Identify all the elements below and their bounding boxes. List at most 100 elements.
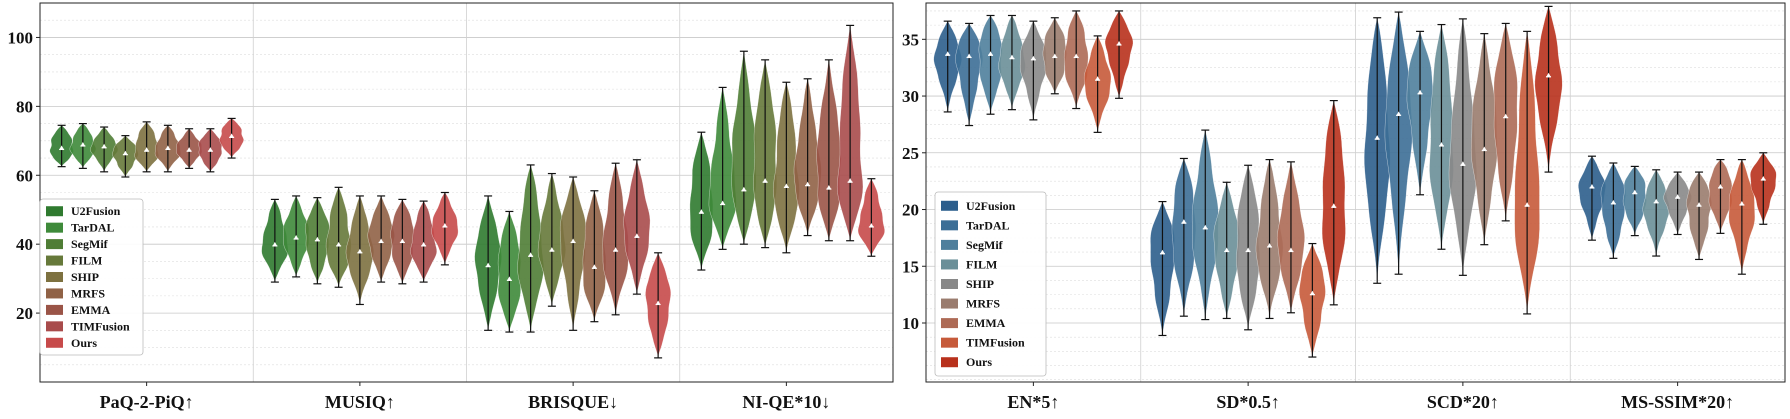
legend-frame bbox=[39, 198, 144, 356]
violin-paq-2-piq-ship bbox=[134, 121, 159, 173]
x-category-label: BRISQUE↓ bbox=[528, 392, 618, 412]
chart-panel-statistical-metrics: 10 15 20 25 30 35 EN*5↑ SD*0.5↑ SCD*20↑ MS-SSIM*2… bbox=[902, 2, 1786, 412]
violin-mean-marker bbox=[1653, 198, 1659, 204]
violin-mean-marker bbox=[1438, 141, 1444, 147]
violin-mean-marker bbox=[314, 236, 320, 242]
violin-ni-qe-10-ours bbox=[857, 178, 885, 257]
y-tick-label: 15 bbox=[902, 257, 919, 276]
violin-mean-marker bbox=[570, 238, 576, 243]
violin-mean-marker bbox=[549, 247, 555, 252]
violin-mean-marker bbox=[1374, 135, 1380, 140]
violin-mean-marker bbox=[1331, 203, 1337, 208]
legend: U2Fusion TarDAL SegMif FILM SHIP MRFS EMMA TIMF… bbox=[934, 191, 1047, 377]
legend-label-segmif: SegMif bbox=[966, 238, 1004, 252]
violin-mean-marker bbox=[506, 276, 512, 281]
violin-brisque-ours bbox=[645, 252, 672, 359]
legend-swatch-tardal bbox=[46, 222, 63, 233]
violin-en-5-ours bbox=[1104, 10, 1134, 99]
violin-sd-0-5-film bbox=[1213, 181, 1240, 320]
violin-mean-marker bbox=[868, 222, 874, 228]
violin-en-5-film bbox=[998, 14, 1026, 111]
violin-mean-marker bbox=[1503, 113, 1509, 119]
violin-mean-marker bbox=[336, 241, 342, 247]
violin-sd-0-5-timfusion bbox=[1298, 242, 1326, 358]
violin-brisque-timfusion bbox=[623, 159, 651, 295]
y-tick-label: 40 bbox=[16, 235, 33, 254]
violin-scd-20-segmif bbox=[1406, 30, 1434, 196]
y-tick-label: 60 bbox=[16, 166, 33, 185]
violin-brisque-emma bbox=[602, 162, 629, 316]
violin-scd-20-timfusion bbox=[1514, 30, 1540, 315]
violin-mean-marker bbox=[655, 300, 661, 305]
violin-mean-marker bbox=[1073, 53, 1079, 58]
violin-musiq-ship bbox=[345, 195, 374, 306]
legend-swatch-tardal bbox=[941, 220, 958, 231]
violin-mean-marker bbox=[207, 147, 213, 152]
violin-brisque-film bbox=[537, 172, 566, 307]
legend-label-u2fusion: U2Fusion bbox=[966, 199, 1016, 213]
violin-paq-2-piq-emma bbox=[176, 128, 203, 169]
violin-scd-20-emma bbox=[1493, 22, 1518, 222]
violin-brisque-segmif bbox=[517, 164, 544, 333]
violin-mean-marker bbox=[378, 238, 384, 243]
legend-swatch-emma bbox=[941, 318, 958, 329]
violin-mean-marker bbox=[762, 178, 768, 183]
violin-mean-marker bbox=[59, 145, 65, 150]
violin-mean-marker bbox=[1288, 247, 1294, 253]
legend: U2Fusion TarDAL SegMif FILM SHIP MRFS EMMA TIMF… bbox=[39, 198, 144, 356]
violin-mean-marker bbox=[698, 209, 704, 214]
violin-mean-marker bbox=[1481, 146, 1487, 152]
legend-label-emma: EMMA bbox=[966, 316, 1006, 330]
legend-label-film: FILM bbox=[71, 254, 102, 268]
plot-frame bbox=[925, 2, 1786, 383]
violin-scd-20-mrfs bbox=[1470, 33, 1498, 246]
violin-en-5-mrfs bbox=[1042, 17, 1067, 95]
violin-en-5-tardal bbox=[955, 22, 984, 127]
violin-sd-0-5-ship bbox=[1236, 164, 1261, 331]
y-tick-label: 25 bbox=[902, 144, 919, 163]
violin-ms-ssim-20-ship bbox=[1663, 171, 1692, 236]
violin-mean-marker bbox=[357, 248, 363, 254]
violin-mean-marker bbox=[1030, 55, 1036, 61]
legend-label-tardal: TarDAL bbox=[71, 221, 115, 235]
violin-ni-qe-10-ship bbox=[773, 81, 800, 254]
plot-frame bbox=[39, 2, 894, 383]
legend-label-ship: SHIP bbox=[71, 270, 99, 284]
violin-sd-0-5-emma bbox=[1276, 161, 1305, 314]
chart-panel-quality-metrics: 20 40 60 80 100 PaQ-2-PiQ↑ MUSIQ↑ BRISQUE↓ NI-QE… bbox=[8, 2, 894, 412]
violin-en-5-ship bbox=[1019, 20, 1047, 121]
violin-ms-ssim-20-ours bbox=[1750, 152, 1777, 225]
violin-mean-marker bbox=[144, 147, 150, 152]
legend-label-timfusion: TIMFusion bbox=[71, 319, 130, 333]
violin-en-5-emma bbox=[1063, 10, 1089, 110]
legend-swatch-u2fusion bbox=[941, 200, 958, 211]
legend-label-ours: Ours bbox=[71, 336, 97, 350]
x-category-label: NI-QE*10↓ bbox=[742, 392, 830, 412]
violin-musiq-emma bbox=[390, 198, 415, 285]
violin-mean-marker bbox=[272, 241, 278, 247]
y-tick-label: 20 bbox=[902, 201, 919, 220]
violin-en-5-timfusion bbox=[1083, 35, 1112, 133]
violin-brisque-mrfs bbox=[582, 190, 607, 323]
violin-scd-20-tardal bbox=[1384, 11, 1413, 275]
violin-mean-marker bbox=[122, 150, 128, 156]
violin-mean-marker bbox=[1202, 224, 1208, 230]
violin-mean-marker bbox=[826, 185, 832, 190]
legend-swatch-mrfs bbox=[46, 288, 63, 299]
violin-mean-marker bbox=[988, 51, 994, 56]
violin-ms-ssim-20-segmif bbox=[1622, 165, 1647, 237]
legend-label-mrfs: MRFS bbox=[71, 286, 105, 300]
violin-scd-20-ours bbox=[1534, 5, 1563, 173]
violin-ms-ssim-20-mrfs bbox=[1686, 171, 1712, 261]
legend-swatch-ours bbox=[46, 337, 63, 348]
violin-mean-marker bbox=[1632, 189, 1638, 195]
violin-mean-marker bbox=[293, 235, 299, 240]
violin-mean-marker bbox=[1717, 183, 1723, 189]
violin-musiq-segmif bbox=[305, 197, 330, 285]
violin-mean-marker bbox=[1095, 76, 1101, 81]
legend-swatch-segmif bbox=[941, 239, 958, 250]
violin-mean-marker bbox=[805, 181, 811, 187]
violin-mean-marker bbox=[442, 222, 448, 228]
violin-scd-20-ship bbox=[1448, 18, 1478, 276]
